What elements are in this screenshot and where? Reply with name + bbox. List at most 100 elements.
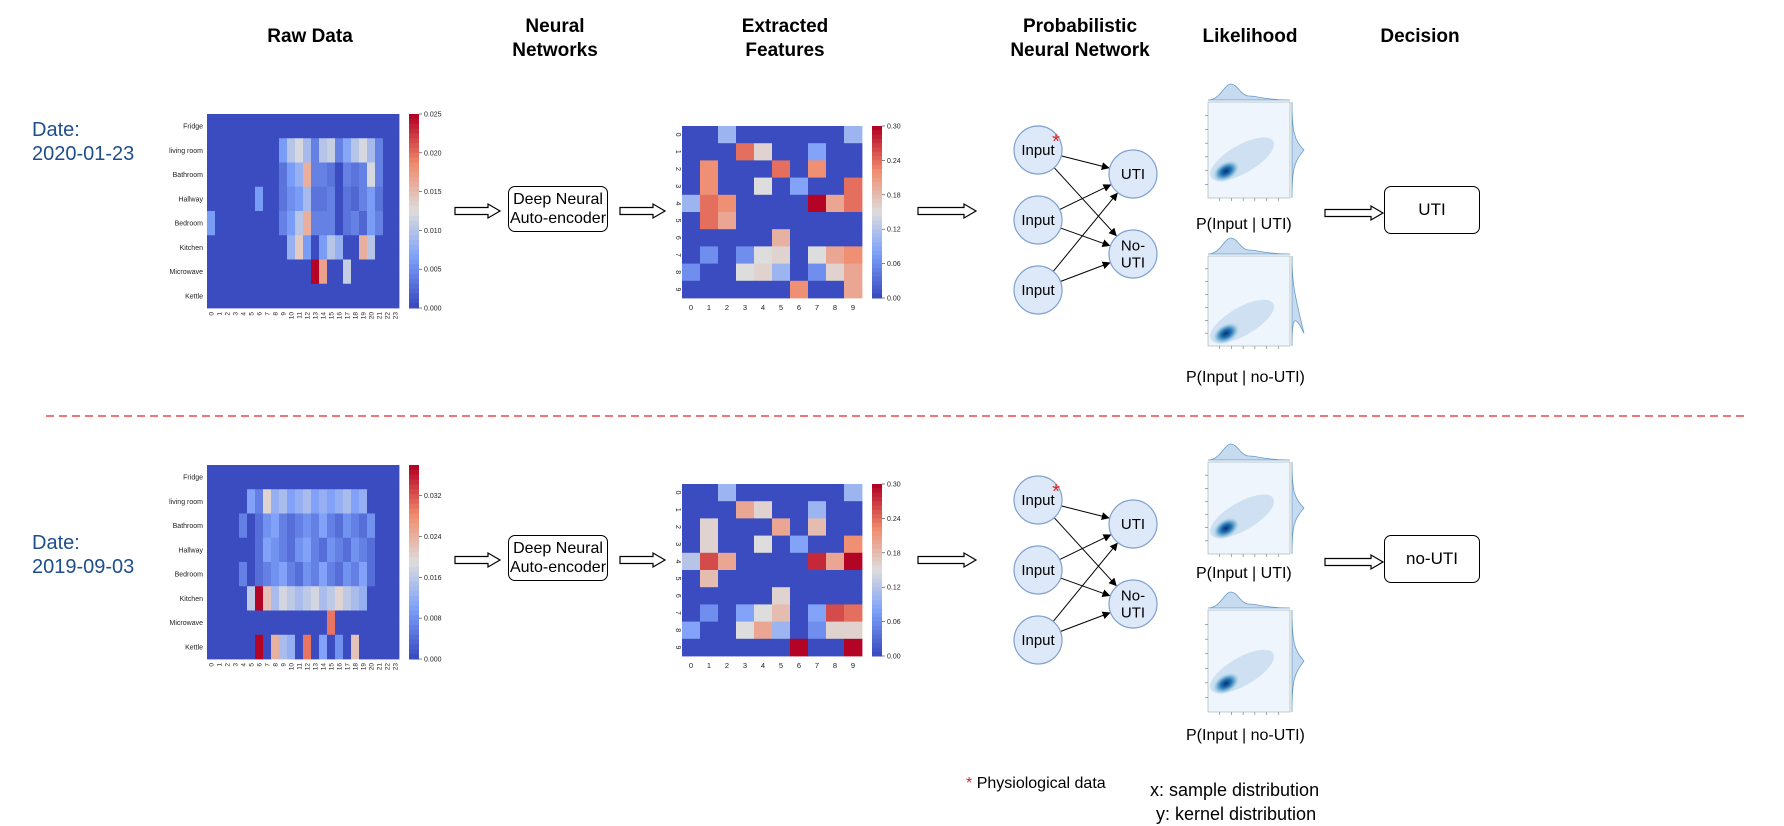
heatmap-col-label: 5 bbox=[249, 663, 256, 667]
heatmap-col-label: 0 bbox=[209, 663, 216, 667]
heatmap-cell bbox=[718, 160, 737, 178]
heatmap-cell bbox=[682, 570, 701, 588]
heatmap-col-label: 11 bbox=[297, 312, 304, 319]
kde-contour bbox=[1210, 649, 1274, 694]
row1-kde-uti bbox=[1205, 83, 1305, 201]
heatmap-cell bbox=[335, 610, 344, 636]
pnn-input-label: Input bbox=[1021, 212, 1055, 229]
heatmap-col-label: 6 bbox=[797, 303, 801, 312]
colorbar-segment bbox=[872, 634, 882, 640]
heatmap-cell bbox=[215, 211, 224, 236]
heatmap-cell bbox=[215, 465, 224, 490]
heatmap-cell bbox=[754, 501, 773, 519]
heatmap-cell bbox=[215, 610, 224, 636]
heatmap-cell bbox=[207, 114, 216, 139]
heatmap-cell bbox=[682, 229, 701, 247]
colorbar-segment bbox=[409, 138, 419, 144]
heatmap-cell bbox=[279, 211, 288, 236]
heatmap-cell bbox=[311, 211, 320, 236]
pnn-output-label: No- bbox=[1121, 238, 1145, 255]
heatmap-col-label: 3 bbox=[743, 661, 747, 670]
heatmap-cell bbox=[343, 235, 352, 260]
heatmap-cell bbox=[682, 535, 701, 554]
heatmap-cell bbox=[279, 489, 288, 514]
heatmap-col-label: 4 bbox=[761, 661, 765, 670]
heatmap-cell bbox=[335, 114, 344, 139]
heatmap-cell bbox=[790, 518, 809, 536]
heatmap-col-label: 1 bbox=[707, 661, 711, 670]
heatmap-cell bbox=[343, 162, 352, 188]
colorbar-segment bbox=[872, 276, 882, 282]
heatmap-cell bbox=[223, 138, 232, 163]
colorbar-segment bbox=[872, 578, 882, 584]
row2-arrow-encoder-to-features bbox=[619, 551, 667, 569]
heatmap-cell bbox=[359, 465, 368, 490]
pnn-asterisk: * bbox=[1052, 481, 1060, 503]
row2-arrow-raw-to-encoder bbox=[454, 551, 502, 569]
heatmap-cell bbox=[754, 484, 773, 502]
heatmap-col-label: 4 bbox=[761, 303, 765, 312]
heatmap-cell bbox=[736, 604, 755, 622]
heatmap-cell bbox=[700, 280, 719, 299]
row1-raw-heatmap: Fridge living room Bathroom Hallway Bedroom K… bbox=[169, 112, 441, 320]
legend-asterisk: * bbox=[966, 775, 973, 792]
heatmap-col-label: 21 bbox=[377, 663, 384, 671]
colorbar-tick-label: 0.30 bbox=[887, 482, 901, 489]
heatmap-cell bbox=[311, 489, 320, 514]
colorbar-segment bbox=[872, 651, 882, 657]
heatmap-cell bbox=[287, 562, 296, 587]
heatmap-row-label: 2 bbox=[674, 167, 681, 171]
heatmap-col-label: 2 bbox=[725, 303, 729, 312]
heatmap-row-label: Kitchen bbox=[180, 245, 203, 252]
heatmap-cell bbox=[391, 235, 400, 260]
heatmap-cell bbox=[303, 138, 312, 163]
colorbar-tick-label: 0.020 bbox=[424, 150, 442, 157]
heatmap-cell bbox=[319, 283, 328, 309]
colorbar-segment bbox=[409, 235, 419, 241]
heatmap-cell bbox=[255, 537, 264, 563]
heatmap-cell bbox=[351, 465, 360, 490]
heatmap-cell bbox=[351, 634, 360, 660]
heatmap-cell bbox=[359, 489, 368, 514]
heatmap-cell bbox=[263, 235, 272, 260]
heatmap-cell bbox=[391, 186, 400, 212]
heatmap-cell bbox=[844, 638, 863, 657]
heatmap-cell bbox=[718, 263, 737, 282]
heatmap-cell bbox=[215, 586, 224, 611]
heatmap-cell bbox=[375, 562, 384, 587]
heatmap-cell bbox=[772, 229, 791, 247]
heatmap-cell bbox=[335, 211, 344, 236]
heatmap-cell bbox=[790, 501, 809, 519]
colorbar-segment bbox=[409, 566, 419, 573]
heatmap-cell bbox=[391, 562, 400, 587]
heatmap-cell bbox=[311, 537, 320, 563]
heatmap-cell bbox=[790, 212, 809, 230]
heatmap-cell bbox=[772, 570, 791, 588]
heatmap-cell bbox=[754, 280, 773, 299]
heatmap-cell bbox=[367, 562, 376, 587]
heatmap-col-label: 18 bbox=[353, 312, 360, 320]
colorbar-segment bbox=[872, 484, 882, 489]
colorbar-segment bbox=[872, 280, 882, 286]
colorbar-segment bbox=[872, 501, 882, 506]
heatmap-cell bbox=[343, 586, 352, 611]
heatmap-cell bbox=[383, 610, 392, 636]
heatmap-cell bbox=[271, 489, 280, 514]
heatmap-cell bbox=[215, 562, 224, 587]
colorbar-segment bbox=[409, 562, 419, 568]
colorbar-tick-label: 0.010 bbox=[424, 228, 442, 235]
heatmap-cell bbox=[826, 194, 845, 213]
heatmap-row-label: 4 bbox=[674, 559, 681, 563]
heatmap-cell bbox=[311, 138, 320, 163]
heatmap-cell bbox=[351, 537, 360, 563]
colorbar-segment bbox=[409, 634, 419, 641]
heatmap-cell bbox=[271, 586, 280, 611]
colorbar-segment bbox=[872, 194, 882, 200]
heatmap-cell bbox=[351, 162, 360, 188]
colorbar-tick-label: 0.008 bbox=[424, 616, 442, 623]
heatmap-cell bbox=[844, 604, 863, 622]
colorbar-tick-label: 0.016 bbox=[424, 575, 442, 582]
heatmap-cell bbox=[682, 638, 701, 657]
